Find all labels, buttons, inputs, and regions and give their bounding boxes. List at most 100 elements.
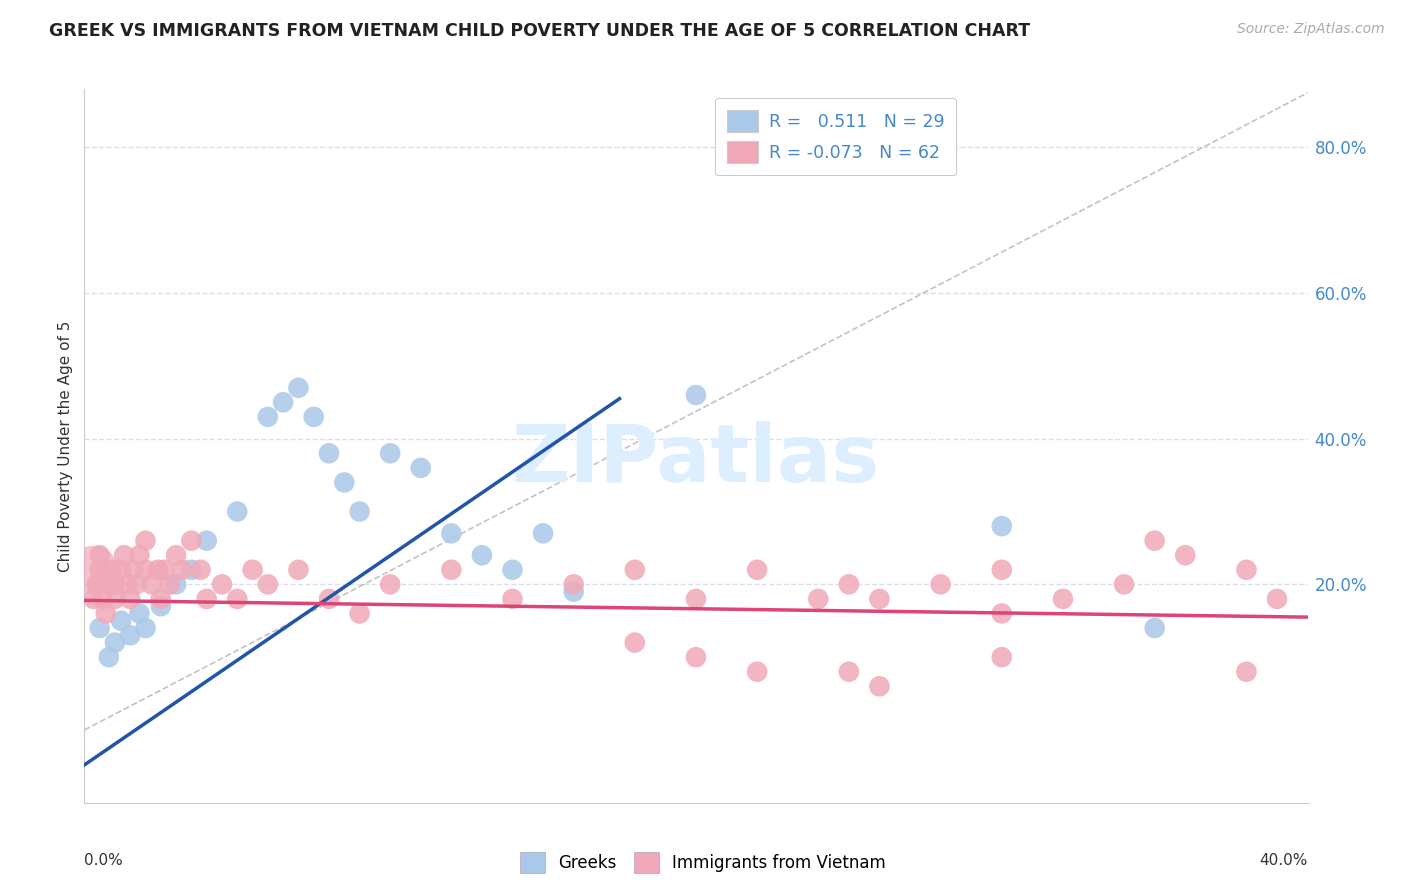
Point <box>190 563 212 577</box>
Point <box>89 548 111 562</box>
Point <box>1143 621 1166 635</box>
Point <box>531 526 554 541</box>
Point <box>471 548 494 562</box>
Point <box>869 679 891 693</box>
Point <box>502 591 524 606</box>
Point <box>1174 548 1197 562</box>
Point <box>624 635 647 649</box>
Point <box>120 628 142 642</box>
Point <box>101 563 124 577</box>
Point <box>257 577 280 591</box>
Point <box>172 563 194 577</box>
Point <box>86 577 108 591</box>
Text: 40.0%: 40.0% <box>1260 853 1308 868</box>
Point <box>180 563 202 577</box>
Point <box>83 591 105 606</box>
Point <box>349 504 371 518</box>
Point <box>104 591 127 606</box>
Point <box>115 577 138 591</box>
Point <box>135 563 157 577</box>
Point <box>838 577 860 591</box>
Point <box>380 446 402 460</box>
Text: ZIPatlas: ZIPatlas <box>512 421 880 500</box>
Point <box>104 635 127 649</box>
Point <box>302 409 325 424</box>
Point <box>333 475 356 490</box>
Legend: Greeks, Immigrants from Vietnam: Greeks, Immigrants from Vietnam <box>513 846 893 880</box>
Point <box>562 577 585 591</box>
Point <box>271 395 294 409</box>
Point <box>149 599 172 614</box>
Point <box>89 621 111 635</box>
Point <box>195 533 218 548</box>
Point <box>110 563 132 577</box>
Point <box>180 533 202 548</box>
Point <box>91 591 114 606</box>
Point <box>685 650 707 665</box>
Point <box>685 591 707 606</box>
Point <box>380 577 402 591</box>
Point <box>120 591 142 606</box>
Point <box>869 591 891 606</box>
Point <box>287 381 309 395</box>
Point <box>211 577 233 591</box>
Legend: R =   0.511   N = 29, R = -0.073   N = 62: R = 0.511 N = 29, R = -0.073 N = 62 <box>714 98 956 176</box>
Point <box>318 446 340 460</box>
Point <box>991 563 1014 577</box>
Point <box>562 584 585 599</box>
Point <box>195 591 218 606</box>
Point <box>747 665 769 679</box>
Point <box>349 607 371 621</box>
Point <box>991 519 1014 533</box>
Point <box>807 591 830 606</box>
Point <box>128 548 150 562</box>
Point <box>318 591 340 606</box>
Point <box>122 563 145 577</box>
Point <box>135 621 157 635</box>
Point <box>165 577 187 591</box>
Point <box>112 548 135 562</box>
Point <box>440 526 463 541</box>
Point <box>624 563 647 577</box>
Point <box>153 563 176 577</box>
Point <box>838 665 860 679</box>
Point <box>257 409 280 424</box>
Point <box>135 533 157 548</box>
Point <box>1265 591 1288 606</box>
Point <box>1114 577 1136 591</box>
Point <box>110 614 132 628</box>
Point <box>929 577 952 591</box>
Point <box>83 563 105 577</box>
Point <box>991 650 1014 665</box>
Text: Source: ZipAtlas.com: Source: ZipAtlas.com <box>1237 22 1385 37</box>
Point <box>747 563 769 577</box>
Point <box>146 563 169 577</box>
Point <box>1052 591 1074 606</box>
Point <box>685 388 707 402</box>
Point <box>97 577 120 591</box>
Point <box>287 563 309 577</box>
Y-axis label: Child Poverty Under the Age of 5: Child Poverty Under the Age of 5 <box>58 320 73 572</box>
Point <box>226 504 249 518</box>
Point <box>104 577 127 591</box>
Point <box>165 548 187 562</box>
Point <box>1143 533 1166 548</box>
Point <box>149 591 172 606</box>
Text: 0.0%: 0.0% <box>84 853 124 868</box>
Point <box>991 607 1014 621</box>
Point <box>97 650 120 665</box>
Point <box>502 563 524 577</box>
Point <box>159 577 181 591</box>
Point <box>440 563 463 577</box>
Point <box>409 460 432 475</box>
Point <box>94 607 117 621</box>
Point <box>1234 563 1257 577</box>
Point <box>128 607 150 621</box>
Point <box>125 577 148 591</box>
Point <box>226 591 249 606</box>
Point <box>242 563 264 577</box>
Text: GREEK VS IMMIGRANTS FROM VIETNAM CHILD POVERTY UNDER THE AGE OF 5 CORRELATION CH: GREEK VS IMMIGRANTS FROM VIETNAM CHILD P… <box>49 22 1031 40</box>
Point <box>141 577 163 591</box>
Point <box>1234 665 1257 679</box>
Point <box>89 563 111 577</box>
